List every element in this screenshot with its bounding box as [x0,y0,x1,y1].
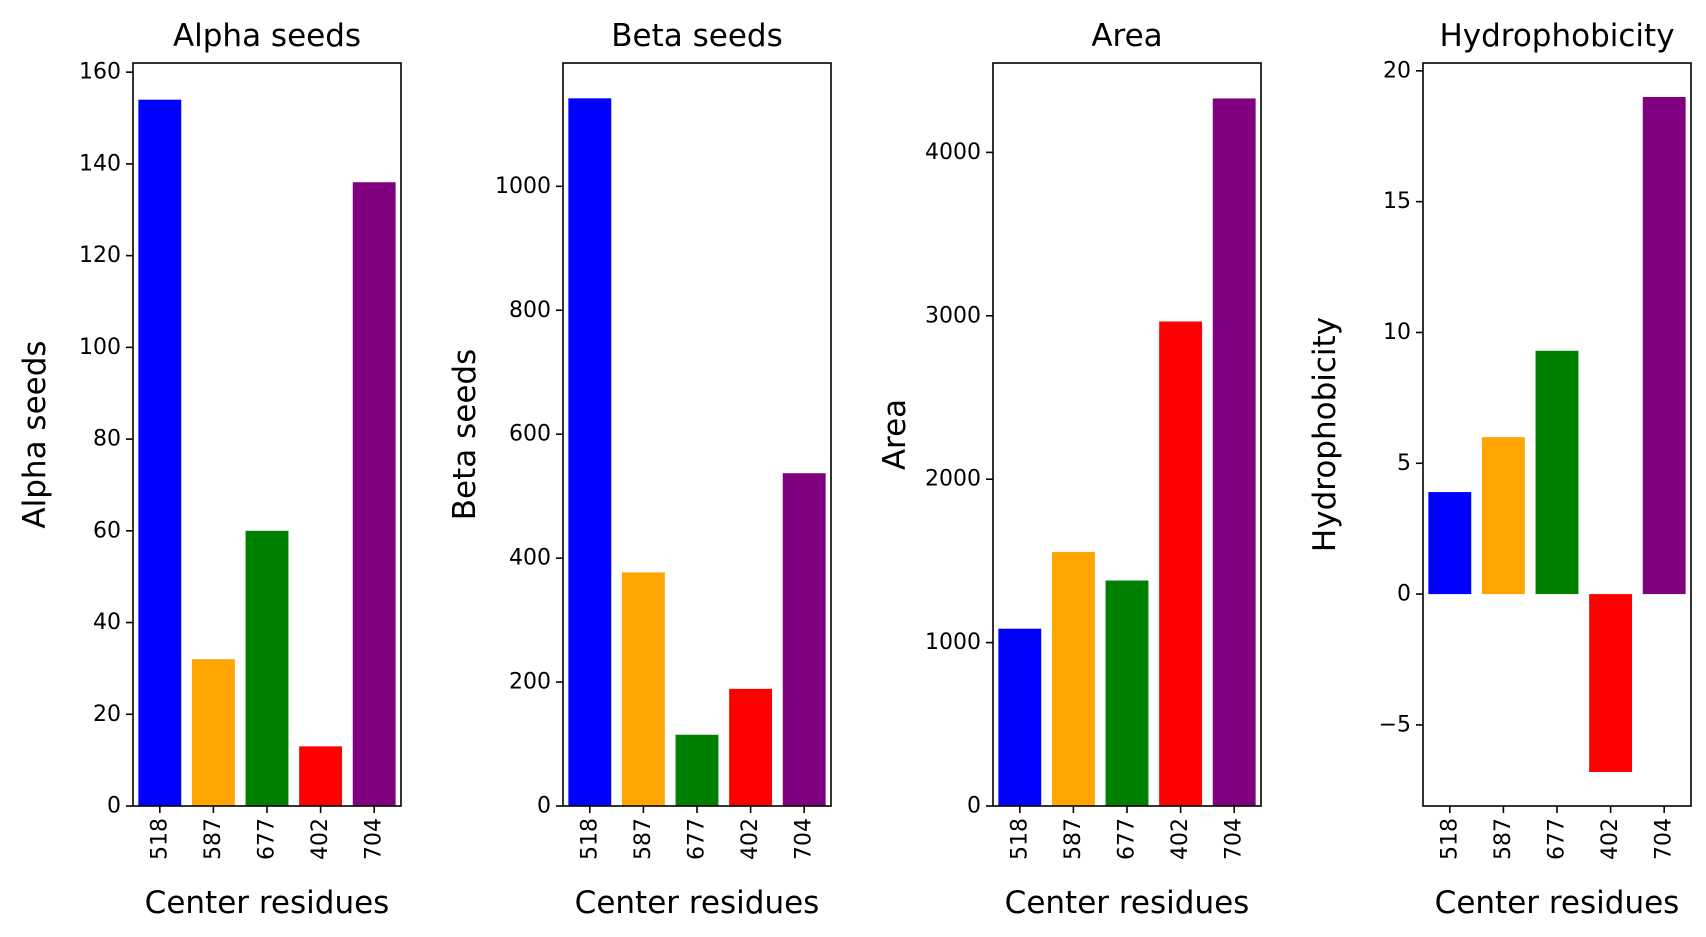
y-tick-label: 1000 [495,174,551,199]
chart-title: Alpha seeds [173,18,361,54]
y-tick-label: 0 [967,794,981,819]
bar-402 [299,746,343,806]
chart-panel-1: 0 200 400 600 800 1000 518 587 677 402 704 Beta see… [447,18,832,921]
x-tick-label: 587 [631,818,656,860]
y-tick-label: 600 [509,422,551,447]
chart-title: Hydrophobicity [1439,18,1674,54]
y-axis-label: Area [877,399,913,470]
y-tick-label: 4000 [925,140,981,165]
y-axis-label: Alpha seeds [17,340,53,528]
y-tick-label: 60 [93,518,121,543]
bar-518 [138,99,182,807]
x-tick-label: 587 [1061,818,1086,860]
bar-704 [782,473,826,806]
bar-587 [1481,437,1525,595]
chart-panel-2: 0 1000 2000 3000 4000 518 587 677 402 704 Area Cent… [877,18,1262,921]
x-axis-label: Center residues [1005,885,1250,921]
x-tick-label: 587 [201,818,226,860]
bar-518 [568,98,612,806]
y-tick-label: 1000 [925,630,981,655]
y-tick-label: 0 [107,794,121,819]
chart-panel-3: −5 0 5 10 15 20 518 587 677 402 704 Hydrophobicity C… [1307,18,1692,921]
bar-677 [1105,580,1149,806]
y-tick-label: 20 [1383,58,1411,83]
x-tick-label: 402 [738,818,763,860]
x-tick-label: 402 [308,818,333,860]
bar-402 [1589,594,1633,772]
y-tick-label: 15 [1383,189,1411,214]
y-tick-label: 400 [509,546,551,571]
x-tick-label: 402 [1598,818,1623,860]
bar-587 [621,572,665,806]
y-tick-label: 2000 [925,467,981,492]
x-tick-label: 518 [1007,818,1032,860]
y-tick-label: 160 [79,60,121,85]
y-tick-label: 200 [509,670,551,695]
y-tick-label: 40 [93,610,121,635]
x-tick-label: 402 [1168,818,1193,860]
y-tick-label: 5 [1397,451,1411,476]
y-tick-label: 120 [79,243,121,268]
y-tick-label: 3000 [925,303,981,328]
x-axis-label: Center residues [575,885,820,921]
y-tick-label: 800 [509,298,551,323]
bar-704 [1212,98,1256,807]
y-tick-label: 80 [93,427,121,452]
bar-402 [729,688,773,806]
bar-704 [352,182,396,806]
x-tick-label: 677 [685,818,710,860]
bar-677 [1535,350,1579,595]
x-tick-label: 677 [1115,818,1140,860]
y-tick-label: 100 [79,335,121,360]
x-tick-label: 677 [1545,818,1570,860]
chart-title: Beta seeds [611,18,782,54]
bar-518 [1428,492,1472,595]
x-axis-label: Center residues [145,885,390,921]
y-tick-label: 140 [79,151,121,176]
y-tick-label: −5 [1379,712,1411,737]
y-tick-label: 0 [1397,582,1411,607]
bar-677 [675,734,719,806]
chart-title: Area [1091,18,1162,54]
bar-587 [1051,551,1095,806]
y-axis-label: Hydrophobicity [1307,317,1343,552]
x-tick-label: 704 [362,818,387,860]
y-tick-label: 0 [537,794,551,819]
x-tick-label: 518 [577,818,602,860]
x-tick-label: 704 [1222,818,1247,860]
y-axis-label: Beta seeds [447,349,483,520]
bar-518 [998,628,1042,806]
bar-677 [245,530,289,806]
y-tick-label: 10 [1383,320,1411,345]
x-axis-label: Center residues [1435,885,1680,921]
bar-704 [1642,97,1686,595]
bar-587 [191,659,235,806]
y-tick-label: 20 [93,702,121,727]
x-tick-label: 587 [1491,818,1516,860]
x-tick-label: 518 [1437,818,1462,860]
x-tick-label: 677 [255,818,280,860]
x-tick-label: 518 [147,818,172,860]
x-tick-label: 704 [792,818,817,860]
x-tick-label: 704 [1652,818,1677,860]
bar-402 [1159,321,1203,806]
chart-panel-0: 0 20 40 60 80 100 120 140 160 518 587 677 402 704 Alph… [17,18,402,921]
